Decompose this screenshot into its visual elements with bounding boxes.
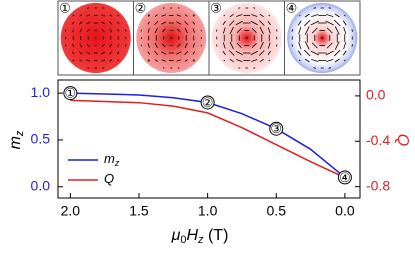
x-label-part: H bbox=[186, 227, 198, 244]
legend-name: m bbox=[104, 151, 115, 166]
spin-dot bbox=[322, 37, 323, 38]
y2-tick-label: 0.0 bbox=[366, 87, 386, 103]
y-tick-label: 1.0 bbox=[31, 84, 51, 100]
spin-dot bbox=[246, 37, 247, 38]
x-tick-label: 0.5 bbox=[267, 203, 287, 219]
legend-name: Q bbox=[104, 171, 114, 186]
panel-label: ③ bbox=[210, 0, 222, 15]
panel-label: ① bbox=[59, 0, 71, 15]
y-label-part: m bbox=[7, 136, 24, 149]
legend-label: mz bbox=[104, 151, 120, 168]
x-tick-label: 1.5 bbox=[129, 203, 149, 219]
x-label-part: (T) bbox=[204, 227, 229, 244]
y2-tick-label: -0.4 bbox=[366, 132, 390, 148]
spin-arrow bbox=[253, 68, 255, 69]
legend-label: Q bbox=[104, 171, 114, 186]
panel-label: ④ bbox=[286, 0, 298, 15]
y-tick-label: 0.0 bbox=[31, 177, 51, 193]
annotation-label: ③ bbox=[270, 121, 282, 136]
spin-arrow bbox=[65, 29, 66, 31]
spin-arrow bbox=[276, 44, 277, 46]
x-tick-label: 1.0 bbox=[198, 203, 218, 219]
spin-arrow bbox=[216, 29, 217, 31]
y-axis-label: mz bbox=[7, 130, 26, 149]
spin-dot bbox=[148, 60, 149, 61]
spin-arrow bbox=[125, 29, 126, 31]
spin-dot bbox=[171, 37, 172, 38]
spin-arrow bbox=[87, 8, 89, 9]
y2-axis-label: Q bbox=[394, 134, 411, 146]
spin-arrow bbox=[87, 68, 89, 69]
spin-dot bbox=[193, 60, 194, 61]
spin-arrow bbox=[238, 68, 240, 69]
x-label-part: μ bbox=[171, 227, 181, 244]
annotation-label: ① bbox=[65, 86, 77, 101]
spin-arrow bbox=[65, 44, 66, 46]
y-tick-label: 0.5 bbox=[31, 131, 51, 147]
annotation-label: ② bbox=[202, 95, 214, 110]
spin-arrow bbox=[276, 29, 277, 31]
spin-arrow bbox=[102, 8, 104, 9]
y2-tick-label: -0.8 bbox=[366, 177, 390, 193]
spin-arrow bbox=[253, 8, 255, 9]
annotation-label: ④ bbox=[339, 170, 351, 185]
y-label-part: z bbox=[14, 130, 26, 137]
spin-arrow bbox=[238, 8, 240, 9]
spin-dot bbox=[193, 15, 194, 16]
spin-arrow bbox=[125, 44, 126, 46]
spin-arrow bbox=[216, 44, 217, 46]
panel-label: ② bbox=[135, 0, 147, 15]
x-tick-label: 0.0 bbox=[335, 203, 355, 219]
x-tick-label: 2.0 bbox=[61, 203, 81, 219]
spin-arrow bbox=[102, 68, 104, 69]
legend-sub: z bbox=[114, 158, 120, 168]
x-axis-label: μ0Hz (T) bbox=[171, 227, 229, 246]
spin-dot bbox=[148, 15, 149, 16]
